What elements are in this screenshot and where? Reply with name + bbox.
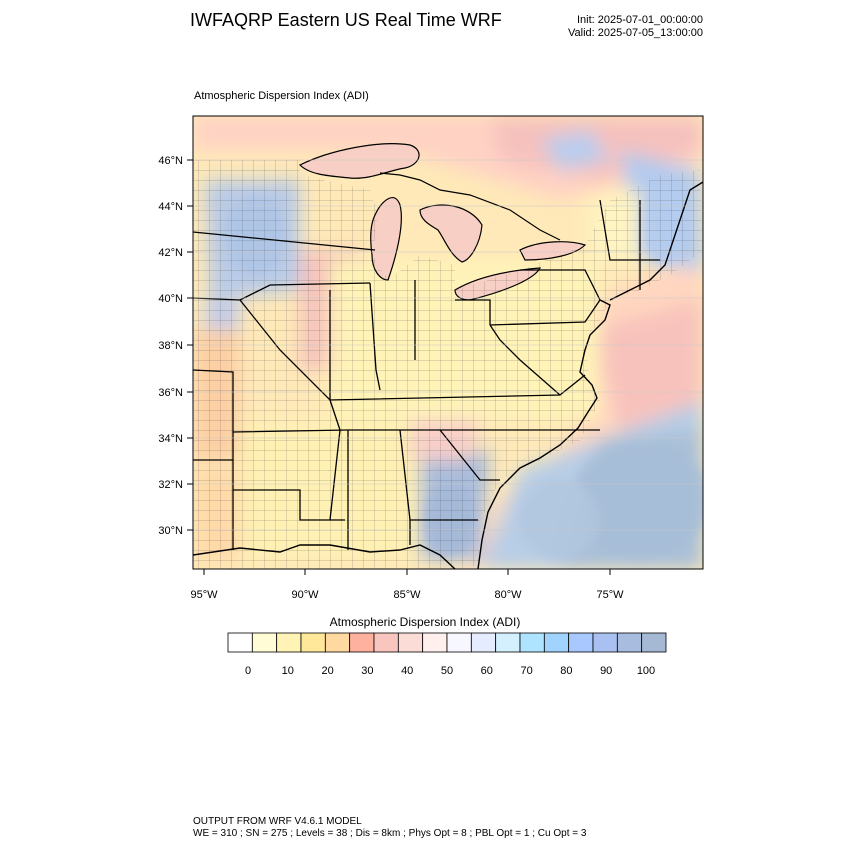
colorbar-swatch <box>324 632 351 653</box>
colorbar-tick-label: 0 <box>245 665 251 677</box>
lat-label: 36°N <box>158 387 183 399</box>
lat-label: 30°N <box>158 525 183 537</box>
lon-label: 80°W <box>494 589 522 601</box>
colorbar-swatch <box>276 632 302 653</box>
colorbar: 0 10 20 30 40 50 60 70 80 90 100 <box>227 632 667 677</box>
lat-label: 44°N <box>158 201 183 213</box>
colorbar-tick-label: 90 <box>600 665 612 677</box>
lat-label: 32°N <box>158 479 183 491</box>
colorbar-swatch <box>641 632 667 653</box>
colorbar-swatch <box>470 632 497 653</box>
model-footer: OUTPUT FROM WRF V4.6.1 MODEL WE = 310 ; … <box>193 816 586 840</box>
colorbar-tick-label: 100 <box>637 665 655 677</box>
colorbar-swatch <box>592 632 618 653</box>
colorbar-swatch <box>300 632 326 653</box>
footer-line-2: WE = 310 ; SN = 275 ; Levels = 38 ; Dis … <box>193 828 587 839</box>
colorbar-swatch <box>495 632 521 653</box>
lon-label: 85°W <box>393 589 421 601</box>
colorbar-swatch <box>446 632 472 653</box>
colorbar-swatch <box>543 632 570 653</box>
colorbar-swatch <box>349 632 375 653</box>
colorbar-tick-label: 20 <box>321 665 333 677</box>
colorbar-tick-label: 30 <box>361 665 373 677</box>
lon-label: 95°W <box>190 589 218 601</box>
colorbar-swatch <box>616 632 643 653</box>
colorbar-tick-label: 60 <box>481 665 493 677</box>
map-frame <box>192 115 704 570</box>
lat-axis: 46°N 44°N 42°N 40°N 38°N 36°N 34°N 32°N 30°N <box>158 155 193 537</box>
colorbar-tick-label: 50 <box>441 665 453 677</box>
lake-huron <box>419 204 483 263</box>
map-field-label: Atmospheric Dispersion Index (ADI) <box>194 90 369 102</box>
county-boundaries <box>193 160 703 569</box>
lat-label: 46°N <box>158 155 183 167</box>
colorbar-swatch <box>373 632 399 653</box>
lake-superior <box>298 143 420 179</box>
colorbar-tick-label: 10 <box>282 665 294 677</box>
colorbar-swatch <box>519 632 545 653</box>
lon-axis: 95°W 90°W 85°W 80°W 75°W <box>190 569 624 601</box>
colorbar-swatch <box>397 632 424 653</box>
lon-label: 75°W <box>596 589 624 601</box>
graticule <box>193 159 703 531</box>
valid-time: Valid: 2025-07-05_13:00:00 <box>568 27 703 39</box>
lat-label: 34°N <box>158 433 183 445</box>
time-info: Init: 2025-07-01_00:00:00 Valid: 2025-07… <box>568 14 703 40</box>
lat-label: 38°N <box>158 340 183 352</box>
great-lakes <box>298 143 587 301</box>
colorbar-tick-label: 40 <box>401 665 413 677</box>
init-time: Init: 2025-07-01_00:00:00 <box>577 14 703 26</box>
colorbar-swatch <box>251 632 278 653</box>
coastline <box>477 299 611 569</box>
map-plot-area <box>193 116 703 569</box>
lat-label: 40°N <box>158 293 183 305</box>
colorbar-swatch <box>227 632 253 653</box>
page-title: IWFAQRP Eastern US Real Time WRF <box>190 10 502 30</box>
colorbar-swatch <box>568 632 594 653</box>
lat-label: 42°N <box>158 247 183 259</box>
colorbar-title: Atmospheric Dispersion Index (ADI) <box>329 615 521 629</box>
colorbar-tick-label: 70 <box>520 665 532 677</box>
lon-label: 90°W <box>291 589 319 601</box>
footer-line-1: OUTPUT FROM WRF V4.6.1 MODEL <box>193 816 362 827</box>
colorbar-tick-label: 80 <box>560 665 572 677</box>
colorbar-swatch <box>422 632 448 653</box>
